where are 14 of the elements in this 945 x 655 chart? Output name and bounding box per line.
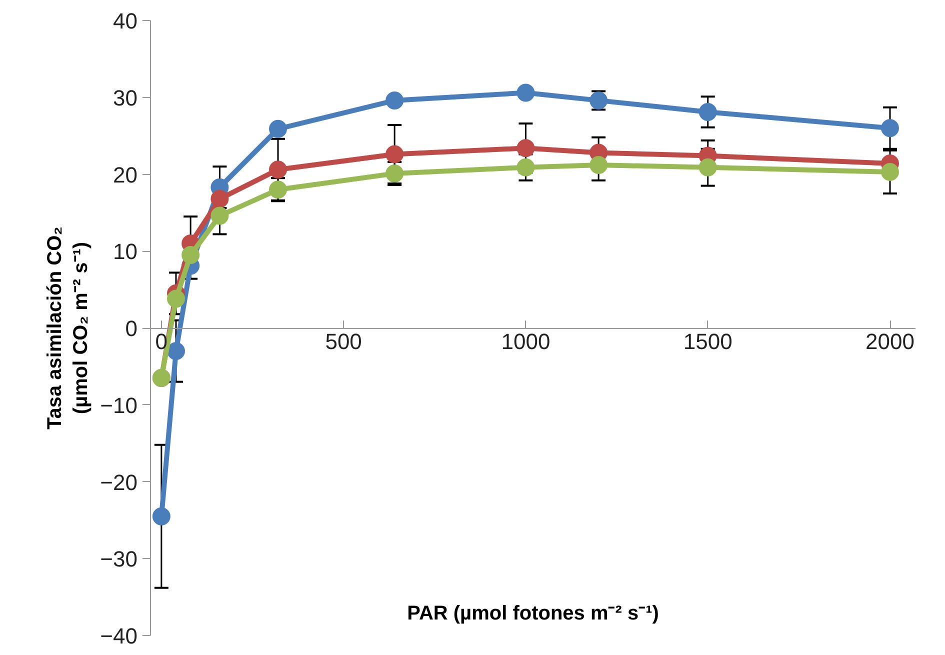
y-tick-label: 30 — [113, 85, 138, 110]
x-tick-label: 1500 — [683, 329, 732, 354]
y-axis-title: Tasa asimilación CO₂ (µmol CO₂ m⁻² s⁻¹) — [44, 226, 92, 430]
x-axis-title: PAR (µmol fotones m⁻² s⁻¹) — [407, 602, 659, 624]
x-tick-label: 2000 — [866, 329, 914, 354]
y-tick-label: 40 — [113, 8, 138, 34]
y-tick-label: −40 — [100, 624, 138, 648]
y-tick-label: −30 — [100, 546, 138, 572]
x-tick-label: 500 — [325, 329, 362, 354]
y-tick-label: −10 — [100, 392, 138, 418]
x-tick-label: 1000 — [501, 329, 550, 354]
y-tick-label: 20 — [113, 162, 138, 188]
y-tick-label: −20 — [100, 470, 138, 495]
y-tick-label: 10 — [113, 239, 138, 264]
